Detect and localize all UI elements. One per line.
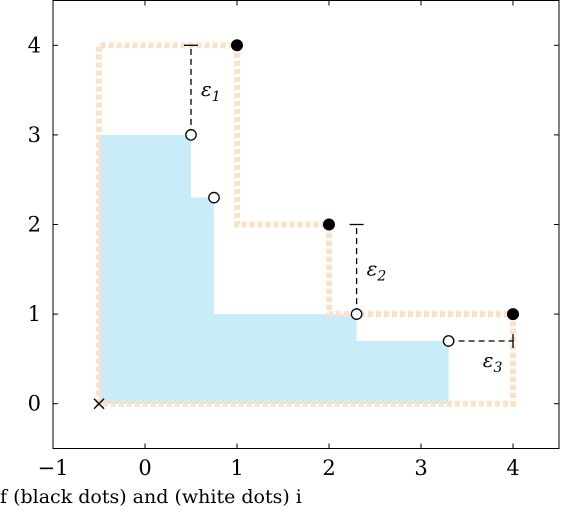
open-point-3 — [350, 308, 363, 320]
filled-region — [99, 134, 449, 404]
epsilon-segments-layer: ε1 ε2 ε3 — [184, 44, 514, 376]
epsilon-3-subscript: 3 — [494, 360, 503, 376]
figure-caption: f (black dots) and (white dots) i — [0, 486, 302, 508]
dotted-outline — [96, 42, 516, 407]
ticks-layer: −1 0 1 2 3 4 0 1 2 3 4 — [28, 0, 559, 480]
x-tick-label: −1 — [38, 456, 69, 480]
reference-point-cross — [93, 398, 105, 410]
y-tick-label: 1 — [28, 302, 41, 326]
y-tick-label: 2 — [28, 213, 41, 237]
open-point-1 — [185, 129, 197, 141]
filled-point-1 — [231, 39, 243, 52]
x-tick-label: 2 — [322, 456, 335, 480]
y-tick-label: 0 — [28, 392, 41, 416]
x-tick-label: 3 — [414, 456, 427, 480]
filled-point-3 — [507, 308, 519, 321]
filled-region-layer — [99, 134, 449, 404]
x-tick-label: 1 — [230, 456, 243, 480]
x-tick-label: 4 — [506, 456, 519, 480]
epsilon-1-label: ε1 — [201, 77, 221, 105]
x-tick-label: 0 — [138, 456, 151, 480]
epsilon-2-subscript: 2 — [376, 268, 386, 284]
y-tick-label: 3 — [28, 123, 41, 147]
epsilon-3-label: ε3 — [483, 348, 503, 376]
y-tick-label: 4 — [28, 33, 41, 57]
epsilon-2-label: ε2 — [367, 256, 387, 284]
points-layer — [93, 39, 519, 410]
open-point-4 — [442, 335, 455, 347]
chart-canvas: ε1 ε2 ε3 −1 0 1 2 3 4 0 1 2 3 4 — [28, 0, 560, 480]
dotted-outline-layer — [96, 42, 516, 407]
filled-point-2 — [323, 218, 335, 231]
open-point-2 — [208, 191, 220, 204]
cross-stroke-b — [93, 398, 105, 410]
epsilon-1-subscript: 1 — [212, 89, 221, 105]
